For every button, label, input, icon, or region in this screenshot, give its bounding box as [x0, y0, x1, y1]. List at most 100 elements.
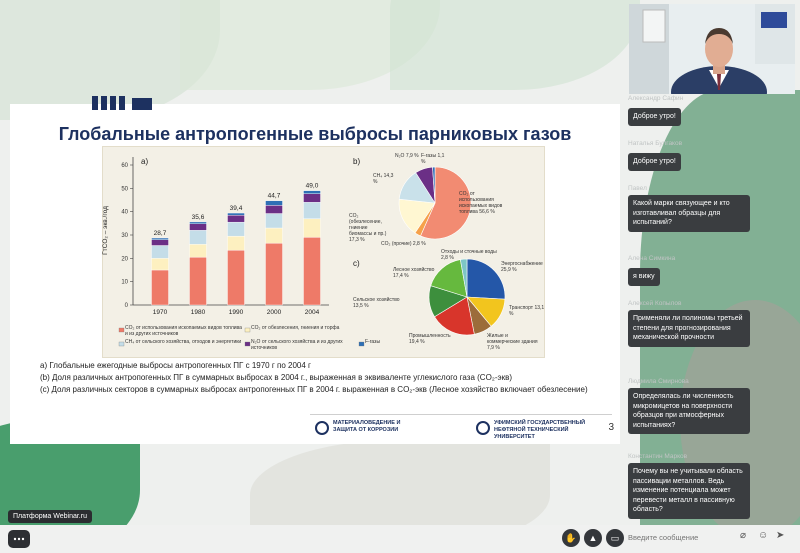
bar-total-label: 39,4: [230, 205, 243, 212]
bar-legend: [118, 327, 365, 347]
pie-c-label-waste: Отходы и сточные воды 2,8 %: [441, 249, 501, 261]
y-tick-label: 40: [121, 210, 128, 216]
layout-button[interactable]: ▭: [606, 529, 624, 547]
x-tick-label: 2000: [267, 309, 282, 316]
bar-segment: [227, 214, 245, 223]
slide-title: Глобальные антропогенные выбросы парнико…: [58, 124, 572, 144]
attach-icon[interactable]: ⌀: [740, 530, 747, 541]
send-icon[interactable]: ➤: [776, 530, 785, 541]
emissions-figure: 0 10 20 30 40 50 60 28,7 1970 35,6 1980 39,4 1990 44,…: [102, 146, 545, 358]
pie-c-label-text: Отходы и сточные воды: [441, 249, 497, 255]
pie-c-label-text: Сельское хозяйство: [353, 297, 400, 303]
bar-chart-a: 0 10 20 30 40 50 60 28,7 1970 35,6 1980 39,4 1990 44,…: [121, 157, 329, 316]
bar-segment: [265, 205, 283, 214]
pie-c-value: 2,8 %: [441, 255, 454, 261]
pie-slice: [430, 259, 468, 298]
slide-page-number: 3: [608, 422, 614, 433]
pie-c-label-text: Жилые и коммерческие здания: [487, 333, 538, 345]
pie-b-label-ch4: CH₄ 14,3 %: [373, 173, 397, 185]
pie-chart-b: [398, 166, 472, 240]
pie-c-value: 7,9 %: [487, 345, 500, 351]
legend-text: F-газы: [365, 339, 381, 345]
chat-message-input[interactable]: [628, 527, 748, 547]
raise-hand-button[interactable]: ✋: [562, 529, 580, 547]
chat-bubble: Почему вы не учитывали область пассиваци…: [628, 463, 750, 519]
chat-author: Павел: [628, 185, 647, 192]
chart-b-label: b): [353, 157, 361, 166]
bar-segment: [189, 244, 207, 258]
pie-b-value: 14,3 %: [373, 173, 394, 185]
legend-swatch: [244, 327, 251, 333]
chat-author: Александр Сафин: [628, 95, 684, 102]
y-tick-label: 30: [121, 233, 128, 239]
pie-c-label-text: Лесное хозяйство: [393, 267, 435, 273]
legend-text: CH₄ от сельского хозяйства, отходов и эн…: [125, 339, 242, 345]
bar-segment: [303, 218, 321, 238]
screen-icon: ▭: [610, 533, 620, 543]
pie-slice: [466, 258, 506, 300]
bar-segment: [151, 269, 169, 306]
emoji-icon[interactable]: ☺: [758, 530, 769, 541]
bar-segment: [227, 249, 245, 306]
y-tick-label: 20: [121, 256, 128, 262]
chat-message: Наталья Булгаков Доброе утро!: [628, 140, 796, 171]
pie-slice: [420, 166, 472, 240]
bar-segment: [151, 258, 169, 271]
pie-c-label-agri: Сельское хозяйство 13,5 %: [353, 297, 405, 309]
bar-segment: [151, 239, 169, 246]
slide-logo-strip: [92, 96, 152, 110]
bar-segment: [303, 237, 321, 306]
x-tick-label: 1970: [153, 309, 168, 316]
pie-b-label-n2o: N₂O 7,9 %: [395, 153, 419, 159]
pie-b-value: 1,1 %: [421, 153, 445, 165]
chat-bubble: Доброе утро!: [628, 108, 681, 126]
y-tick-label: 10: [121, 280, 128, 286]
department-seal-icon: [315, 421, 329, 435]
hand-icon: ✋: [565, 533, 577, 543]
pie-b-label-text: N₂O: [395, 153, 405, 159]
menu-button[interactable]: [8, 530, 30, 548]
caption-b: (b) Доля различных антропогенных ПГ в су…: [40, 373, 513, 382]
pie-c-label-energy: Энергоснабжение 25,9 %: [501, 261, 545, 273]
pie-c-label-buildings: Жилые и коммерческие здания 7,9 %: [487, 333, 539, 351]
footer-university: УФИМСКИЙ ГОСУДАРСТВЕННЫЙ НЕФТЯНОЙ ТЕХНИЧ…: [494, 420, 586, 440]
pie-b-label-text: CO₂ от использования ископаемых видов то…: [459, 191, 503, 215]
chart-c-label: c): [353, 259, 360, 268]
pie-b-value: 17,3 %: [349, 237, 365, 243]
pie-c-label-transport: Транспорт 13,1 %: [509, 305, 545, 317]
chat-bubble: Определялась ли численность микромицетов…: [628, 388, 750, 434]
chat-author: Наталья Булгаков: [628, 140, 683, 147]
pie-c-label-forest: Лесное хозяйство 17,4 %: [393, 267, 437, 279]
x-tick-label: 1980: [191, 309, 206, 316]
bar-segment: [227, 212, 245, 216]
y-tick-label: 50: [121, 186, 128, 192]
y-axis-label: ГтCO₂ – экв./год: [101, 206, 109, 255]
chat-message: Алексей Копылов Применяли ли полиномы тре…: [628, 300, 796, 347]
pie-b-value: 56,6 %: [479, 209, 495, 215]
reaction-button[interactable]: ▲: [584, 529, 602, 547]
bar-total-label: 44,7: [268, 193, 281, 200]
pie-slice: [460, 258, 468, 298]
pie-c-value: 25,9 %: [501, 267, 517, 273]
chat-message: Алена Симкина я вижу: [628, 255, 796, 286]
chat-message: Александр Сафин Доброе утро!: [628, 95, 796, 126]
pie-b-value: 2,8 %: [412, 241, 426, 247]
pie-c-value: 13,1 %: [509, 305, 545, 317]
pie-c-value: 19,4 %: [409, 339, 425, 345]
legend-text: CO₂ от использования ископаемых видов то…: [125, 325, 242, 337]
flame-icon: ▲: [588, 533, 598, 543]
chat-author: Людмила Смирнова: [628, 378, 689, 385]
webcam-video: [629, 4, 795, 94]
chat-bubble: Доброе утро!: [628, 153, 681, 171]
bar-segment: [265, 213, 283, 229]
pie-b-label-co2-other: CO₂ (прочие) 2,8 %: [381, 241, 461, 247]
chat-author: Константин Марков: [628, 453, 688, 460]
more-icon: [13, 537, 25, 541]
bar-total-label: 28,7: [154, 230, 167, 237]
caption-c: (с) Доля различных секторов в суммарных …: [40, 385, 588, 394]
pie-slice: [434, 296, 475, 336]
platform-label[interactable]: Платформа Webinar.ru: [8, 510, 92, 523]
chat-author: Алексей Копылов: [628, 300, 682, 307]
pie-b-value: 7,9 %: [405, 153, 419, 159]
bar-segment: [303, 190, 321, 194]
